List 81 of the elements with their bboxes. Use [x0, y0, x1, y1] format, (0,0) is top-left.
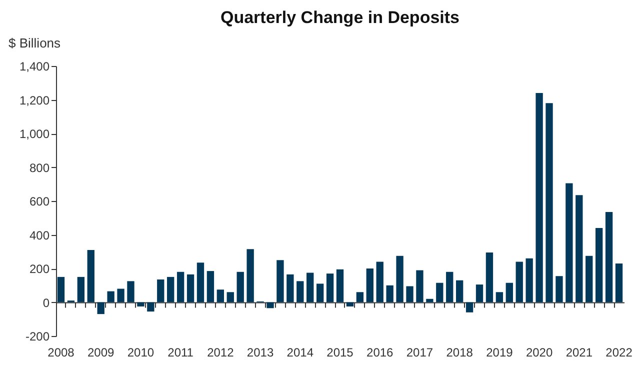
x-tick-label: 2016	[366, 346, 394, 360]
bar	[196, 262, 204, 302]
bar	[157, 279, 164, 302]
bar	[246, 249, 254, 302]
bar	[336, 269, 344, 302]
bar	[326, 274, 334, 302]
bar	[586, 256, 593, 302]
bar	[366, 268, 374, 302]
bar	[426, 298, 434, 302]
bar	[376, 262, 384, 302]
bar	[576, 195, 583, 302]
bar	[546, 103, 553, 302]
x-tick-label: 2012	[207, 346, 234, 360]
bar	[97, 302, 104, 314]
y-tick-label: 400	[29, 228, 50, 242]
bar	[176, 272, 184, 302]
x-tick-label: 2011	[168, 346, 194, 360]
x-tick-label: 2015	[326, 346, 354, 360]
bar	[486, 252, 494, 302]
bar	[566, 183, 573, 302]
bar	[186, 274, 194, 302]
bar	[615, 263, 623, 302]
bar	[167, 276, 174, 302]
bar	[87, 250, 94, 302]
bar	[346, 302, 354, 306]
x-tick-label: 2010	[127, 346, 154, 360]
bar	[286, 274, 294, 302]
y-tick-label: 200	[29, 262, 50, 276]
bar	[436, 282, 444, 302]
bar	[356, 292, 364, 302]
y-tick-label: 800	[29, 160, 50, 175]
bar	[466, 302, 474, 312]
y-axis-title: $ Billions	[8, 36, 62, 50]
bar	[476, 284, 484, 302]
x-tick-label: 2018	[446, 346, 474, 360]
bar	[147, 302, 154, 312]
bar	[216, 290, 224, 302]
bar	[596, 228, 603, 302]
bar	[446, 272, 454, 302]
chart-title: Quarterly Change in Deposits	[220, 8, 460, 27]
bar	[77, 276, 84, 302]
y-tick-label: -200	[25, 330, 50, 344]
y-tick-label: 1,400	[19, 60, 50, 74]
bar	[137, 302, 144, 306]
x-tick-label: 2008	[48, 346, 75, 360]
bar	[276, 260, 284, 302]
bar	[406, 286, 414, 302]
bar	[416, 270, 424, 302]
bar	[386, 285, 394, 302]
bar	[516, 262, 523, 302]
bar	[605, 212, 613, 302]
bar	[306, 272, 314, 302]
x-tick-label: 2014	[286, 346, 314, 360]
bar	[117, 288, 124, 302]
y-tick-label: 0	[42, 296, 50, 310]
bar	[57, 276, 65, 302]
bar	[316, 284, 324, 302]
x-tick-label: 2013	[246, 346, 274, 360]
bar	[536, 93, 543, 302]
bar	[206, 271, 214, 302]
y-tick-label: 600	[29, 194, 50, 208]
bar	[107, 291, 114, 302]
bar	[127, 281, 134, 302]
bar	[556, 276, 563, 302]
y-tick-label: 1,000	[19, 127, 50, 141]
x-tick-label: 2022	[606, 346, 633, 360]
bar	[266, 302, 274, 308]
x-tick-label: 2020	[526, 346, 553, 360]
x-tick-label: 2009	[87, 346, 115, 360]
bar	[456, 280, 464, 302]
bar	[526, 258, 533, 302]
y-tick-label: 1,200	[19, 93, 50, 108]
x-tick-label: 2017	[406, 346, 434, 360]
bar	[236, 272, 244, 302]
bar	[226, 292, 234, 302]
bar	[496, 292, 504, 302]
bar	[396, 256, 404, 302]
x-tick-label: 2019	[486, 346, 514, 360]
bar	[296, 281, 304, 302]
bar	[506, 282, 513, 302]
x-tick-label: 2021	[566, 346, 593, 360]
